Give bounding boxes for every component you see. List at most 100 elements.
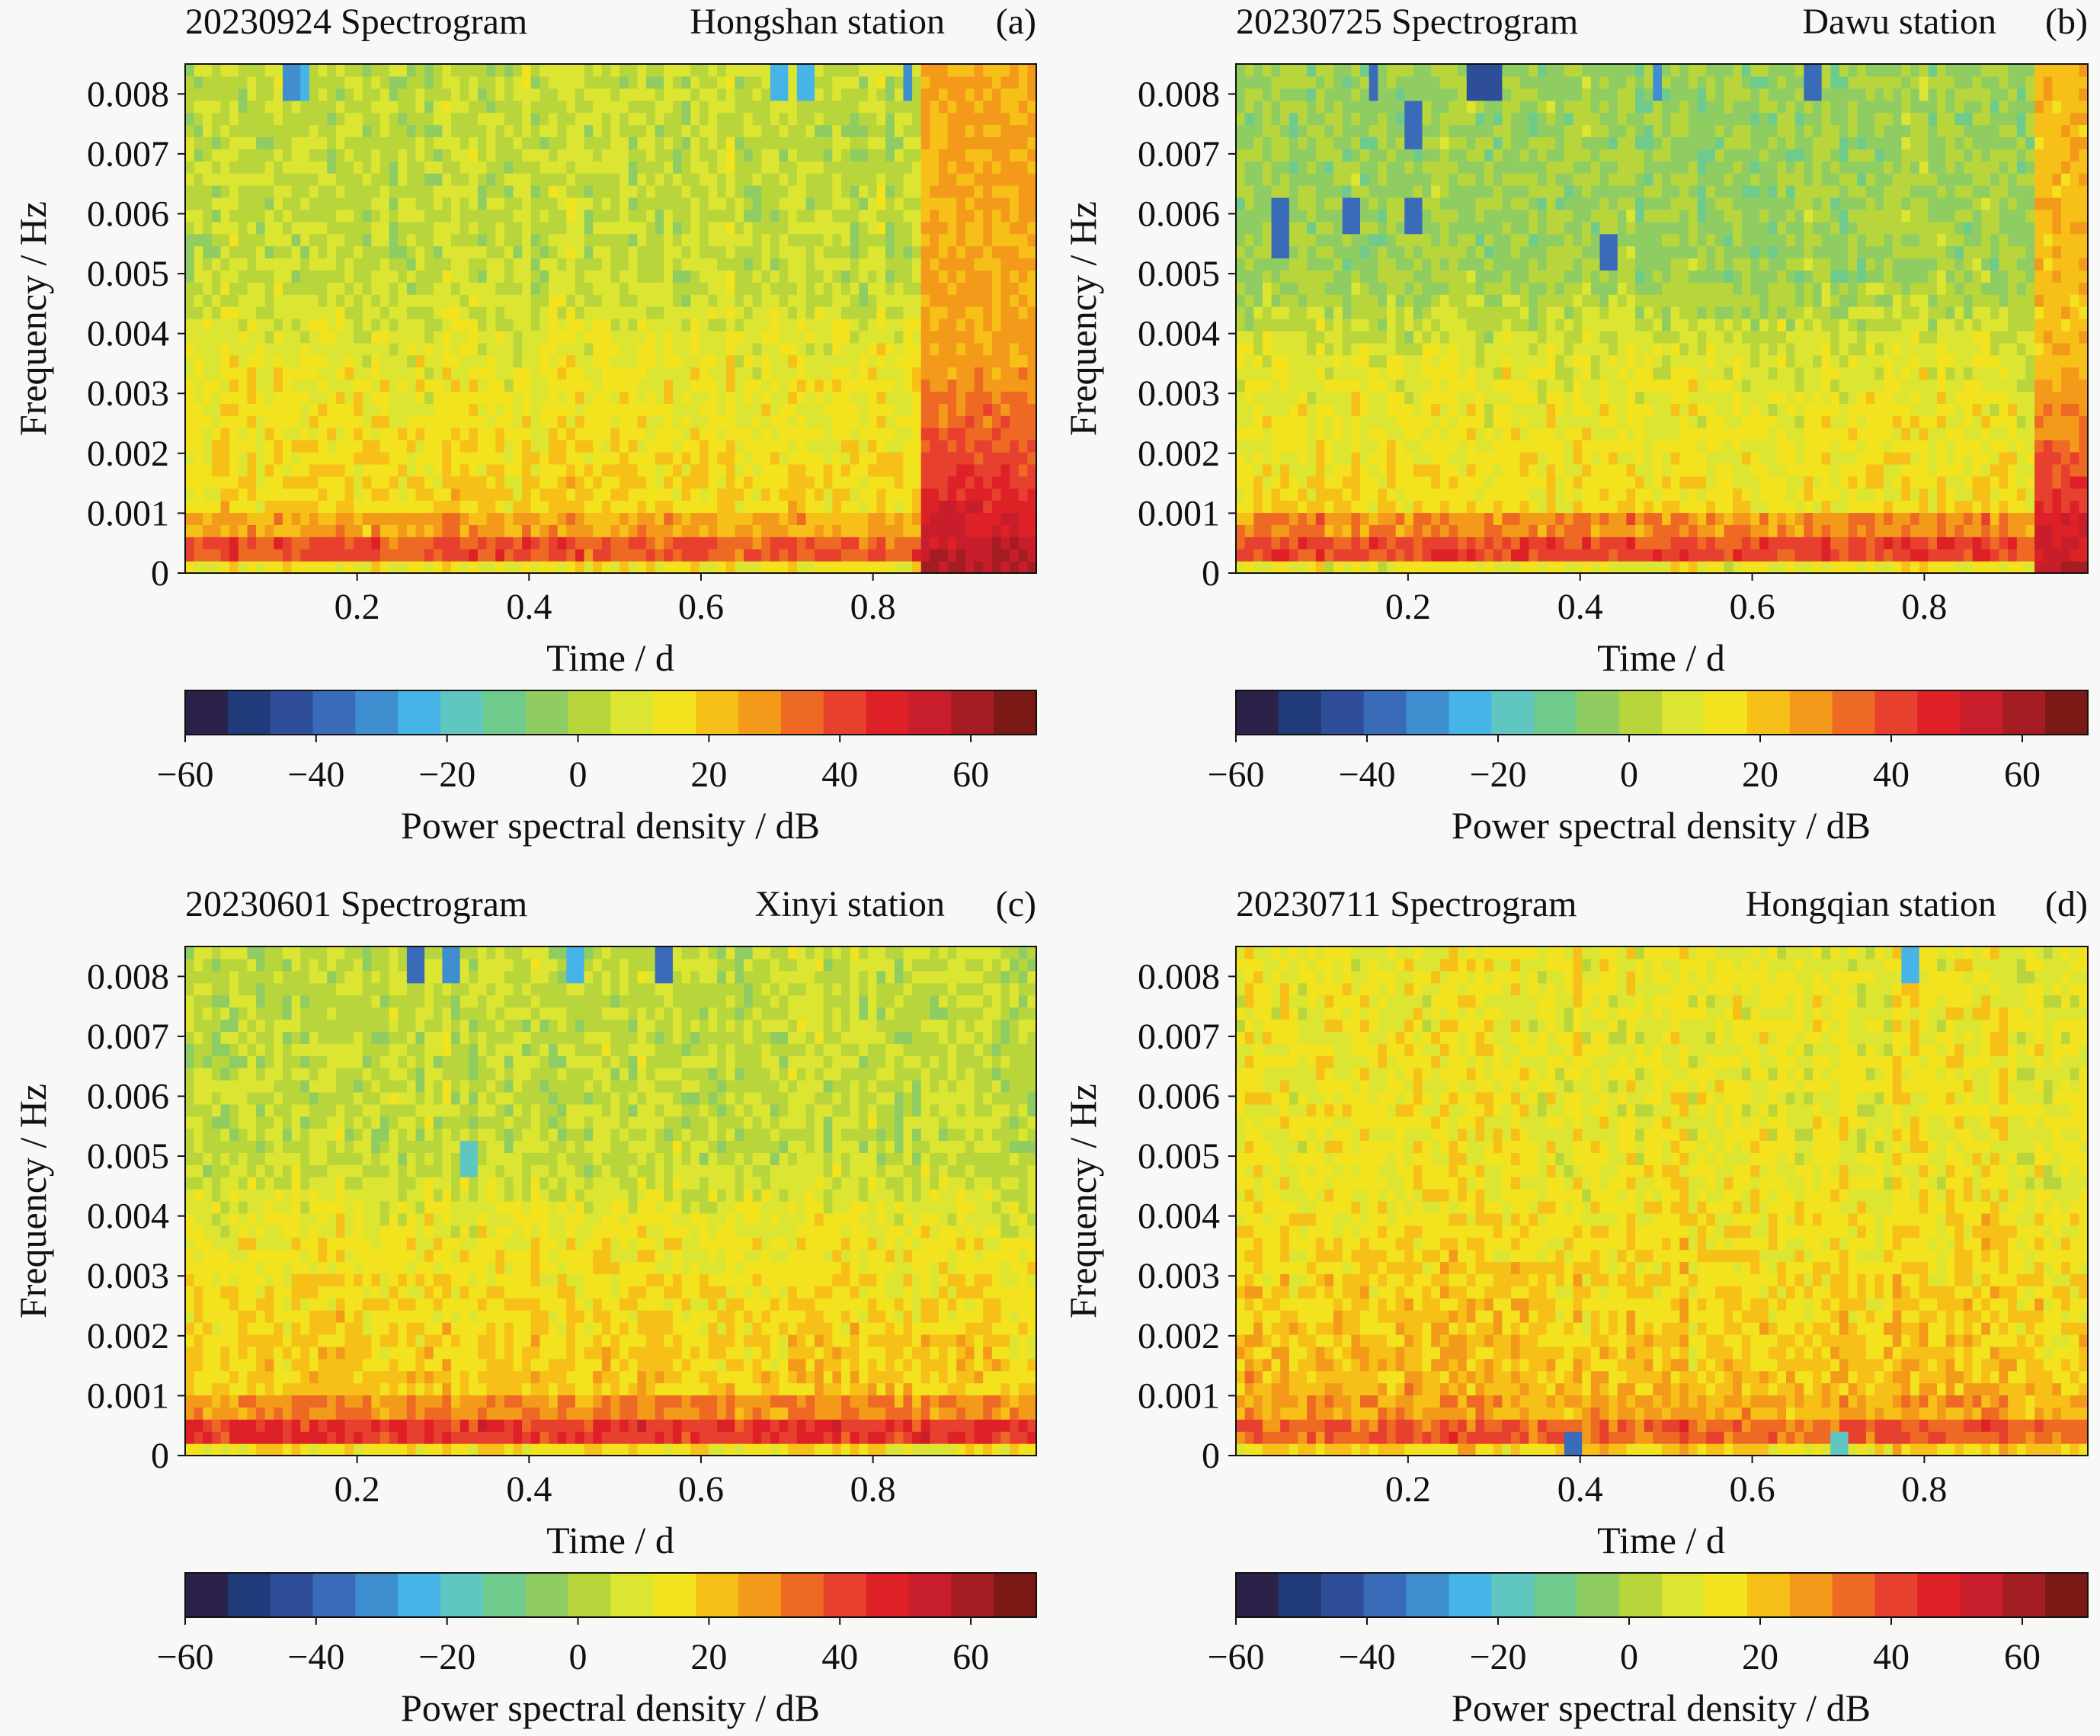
panel-a-cell [371, 524, 381, 537]
panel-a-cell [504, 549, 514, 562]
panel-a-cell [344, 221, 354, 235]
panel-a-cell [991, 391, 1002, 404]
panel-b-cell [1395, 440, 1405, 453]
panel-a-cell [939, 161, 949, 174]
panel-a-cell [264, 561, 274, 574]
panel-b-cell [1395, 64, 1405, 77]
panel-a-cell [885, 500, 895, 514]
panel-a-cell [318, 415, 328, 428]
panel-a-cell [203, 524, 213, 537]
panel-a-cell [389, 245, 399, 259]
panel-a-cell [584, 221, 594, 235]
panel-a-cell [327, 342, 337, 356]
panel-a-cell [274, 88, 283, 101]
panel-a-cell [229, 100, 239, 114]
panel-a-cell [770, 561, 780, 574]
panel-a-cell [557, 500, 567, 514]
panel-a-cell [841, 270, 851, 283]
panel-b-cell [1395, 488, 1405, 501]
panel-a-cell [522, 451, 532, 465]
panel-a-cell [522, 330, 532, 344]
panel-a-cell [708, 149, 718, 162]
panel-b-cell [1288, 233, 1299, 247]
panel-a-cell [1000, 173, 1010, 186]
panel-a-cell [451, 173, 461, 186]
panel-b-cell [1280, 500, 1290, 514]
panel-a-cell [203, 197, 213, 210]
panel-a-cell [238, 428, 248, 440]
panel-a-cell [530, 379, 541, 392]
panel-a-cell [398, 270, 408, 283]
panel-a-cell [939, 209, 949, 223]
panel-a-cell [530, 428, 541, 440]
panel-a-cell [655, 524, 664, 537]
panel-a-cell [859, 270, 869, 283]
panel-a-cell [362, 476, 372, 489]
panel-a-cell [965, 330, 975, 344]
panel-a-cell [1010, 149, 1020, 162]
panel-a-cell [832, 221, 842, 235]
panel-a-cell [744, 282, 754, 295]
panel-a-cell [628, 488, 639, 501]
panel-a-cell [593, 488, 603, 501]
panel-a-cell [433, 524, 443, 537]
panel-a-cell [672, 112, 683, 126]
panel-a-cell [708, 428, 718, 440]
panel-b-cell [1271, 330, 1281, 344]
panel-b-cell [1288, 88, 1299, 101]
panel-a-cell [379, 306, 390, 319]
panel-a-cell [211, 124, 222, 138]
panel-a-cell [229, 536, 239, 549]
panel-a-cell [185, 451, 195, 465]
panel-b-cell [1413, 561, 1423, 574]
panel-a-cell [903, 379, 913, 392]
panel-a-cell [513, 173, 523, 186]
panel-a-cell [229, 209, 239, 223]
panel-b-cell [1386, 233, 1397, 247]
panel-a-cell [282, 342, 293, 356]
panel-a-cell [779, 100, 789, 114]
panel-a-cell [274, 245, 283, 259]
panel-a-cell [708, 476, 718, 489]
panel-a-cell [894, 75, 904, 89]
panel-a-cell [256, 476, 266, 489]
panel-a-cell [185, 258, 195, 271]
panel-b-cell [1236, 282, 1246, 295]
panel-a-cell [876, 319, 886, 332]
panel-a-cell [211, 136, 222, 149]
panel-a-cell [477, 245, 488, 259]
panel-a-cell [282, 197, 293, 210]
panel-a-cell [389, 88, 399, 101]
panel-a-cell [593, 463, 603, 477]
panel-a-cell [939, 221, 949, 235]
panel-a-cell [974, 379, 984, 392]
panel-a-cell [939, 536, 949, 549]
panel-b-cell [1324, 270, 1334, 283]
panel-a-colorbar-segment [312, 690, 356, 735]
panel-a-cell [947, 112, 957, 126]
panel-a-cell [717, 379, 727, 392]
panel-a-cell [477, 75, 488, 89]
panel-a-cell [708, 100, 718, 114]
panel-a-cell [912, 403, 922, 416]
panel-a-cell [947, 75, 957, 89]
panel-b-cell [1351, 258, 1361, 271]
panel-a-cell [264, 149, 274, 162]
panel-a-cell [477, 258, 488, 271]
panel-a-cell [557, 282, 567, 295]
panel-a-cell [398, 536, 408, 549]
panel-b-cell [1360, 258, 1370, 271]
panel-a-cell [832, 197, 842, 210]
panel-b-cell [1351, 561, 1361, 574]
panel-b-cell [1244, 561, 1254, 574]
panel-a-cell [796, 524, 807, 537]
panel-a-cell [379, 282, 390, 295]
panel-b-cell [1324, 173, 1334, 186]
panel-b-cell [1395, 136, 1405, 149]
panel-a-cell [557, 524, 567, 537]
panel-a-cell [406, 512, 417, 525]
panel-a-cell [575, 440, 585, 453]
panel-a-cell [379, 124, 390, 138]
panel-a-cell [628, 428, 639, 440]
panel-b-cell [1253, 161, 1263, 174]
